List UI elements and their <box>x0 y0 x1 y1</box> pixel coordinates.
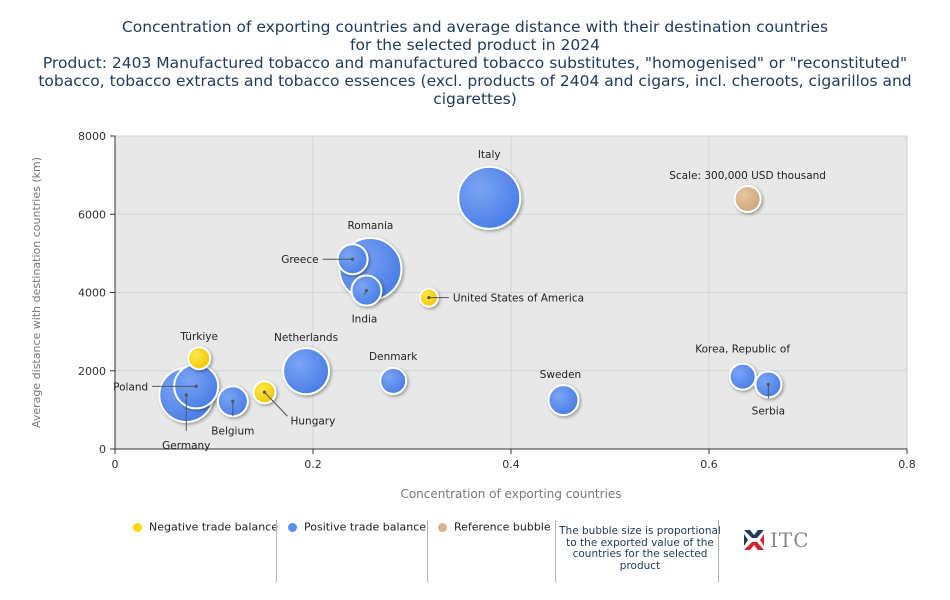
itc-logo-text: ITC <box>770 528 810 552</box>
legend-dot-positive <box>288 522 297 532</box>
y-tick-label: 2000 <box>78 365 106 378</box>
bubble-scale-300-000-usd-thousand <box>733 184 762 213</box>
point-label-belgium: Belgium <box>211 425 254 437</box>
bubble-italy <box>457 165 522 230</box>
point-label-serbia: Serbia <box>752 405 785 417</box>
legend-separator <box>427 520 428 582</box>
y-tick-label: 6000 <box>78 208 106 221</box>
legend-separator <box>718 520 719 582</box>
chart-title: Concentration of exporting countries and… <box>0 18 950 108</box>
legend-separator <box>555 520 556 582</box>
point-label-germany: Germany <box>162 440 210 452</box>
y-axis-title: Average distance with destination countr… <box>30 157 43 428</box>
bubble-sweden <box>547 384 580 417</box>
title-line-1: Concentration of exporting countries and… <box>121 18 829 36</box>
x-tick-label: 0.6 <box>700 458 718 471</box>
legend-label-reference: Reference bubble <box>454 520 551 534</box>
legend-item-negative: Negative trade balance <box>133 520 278 582</box>
point-label-denmark: Denmark <box>369 351 418 363</box>
leader-line <box>264 391 288 417</box>
point-label-poland: Poland <box>113 381 148 393</box>
legend-separator <box>276 520 277 582</box>
title-line-5: cigarettes) <box>433 90 517 108</box>
point-label-netherlands: Netherlands <box>274 332 338 344</box>
legend-dot-reference <box>438 522 447 532</box>
title-line-4: tobacco, tobacco extracts and tobacco es… <box>38 72 912 90</box>
x-tick-label: 0.4 <box>502 458 520 471</box>
point-label-united-states-of-america: United States of America <box>453 293 584 305</box>
bubble-netherlands <box>282 347 331 396</box>
title-line-2: for the selected product in 2024 <box>349 36 600 54</box>
point-label-italy: Italy <box>478 149 501 161</box>
y-tick-label: 8000 <box>78 130 106 143</box>
point-label-scale-300-000-usd-thousand: Scale: 300,000 USD thousand <box>669 170 826 182</box>
itc-logo: ITC <box>740 526 830 556</box>
bubble-denmark <box>379 366 408 395</box>
y-tick-label: 4000 <box>78 287 106 300</box>
legend-label-negative: Negative trade balance <box>149 520 278 534</box>
legend-item-reference: Reference bubble <box>438 520 551 582</box>
point-label-korea-republic-of: Korea, Republic of <box>695 344 790 356</box>
bubble-korea-republic-of <box>728 362 757 391</box>
legend: Negative trade balance Positive trade ba… <box>125 520 725 582</box>
legend-note: The bubble size is proportional to the e… <box>559 525 721 572</box>
legend-item-positive: Positive trade balance <box>288 520 426 582</box>
point-label-greece: Greece <box>281 254 318 266</box>
x-tick-label: 0 <box>112 458 119 471</box>
point-label-india: India <box>352 314 378 326</box>
x-axis-title: Concentration of exporting countries <box>400 487 621 501</box>
itc-logo-icon <box>744 530 764 550</box>
point-label-sweden: Sweden <box>540 369 582 381</box>
x-tick-label: 0.2 <box>304 458 322 471</box>
legend-label-positive: Positive trade balance <box>304 520 427 534</box>
leader-line <box>364 290 367 295</box>
y-tick-label: 0 <box>99 443 106 456</box>
point-label-romania: Romania <box>347 220 393 232</box>
bubble-t-rkiye <box>187 346 212 371</box>
point-label-t-rkiye: Türkiye <box>179 331 218 343</box>
bubble-chart: 0 0.2 0.4 0.6 0.8 0 2000 4000 6000 8000 Concentrat… <box>30 130 916 501</box>
point-label-hungary: Hungary <box>290 415 335 427</box>
legend-dot-negative <box>133 522 142 532</box>
title-line-3: Product: 2403 Manufactured tobacco and m… <box>42 54 908 72</box>
x-tick-label: 0.8 <box>898 458 916 471</box>
